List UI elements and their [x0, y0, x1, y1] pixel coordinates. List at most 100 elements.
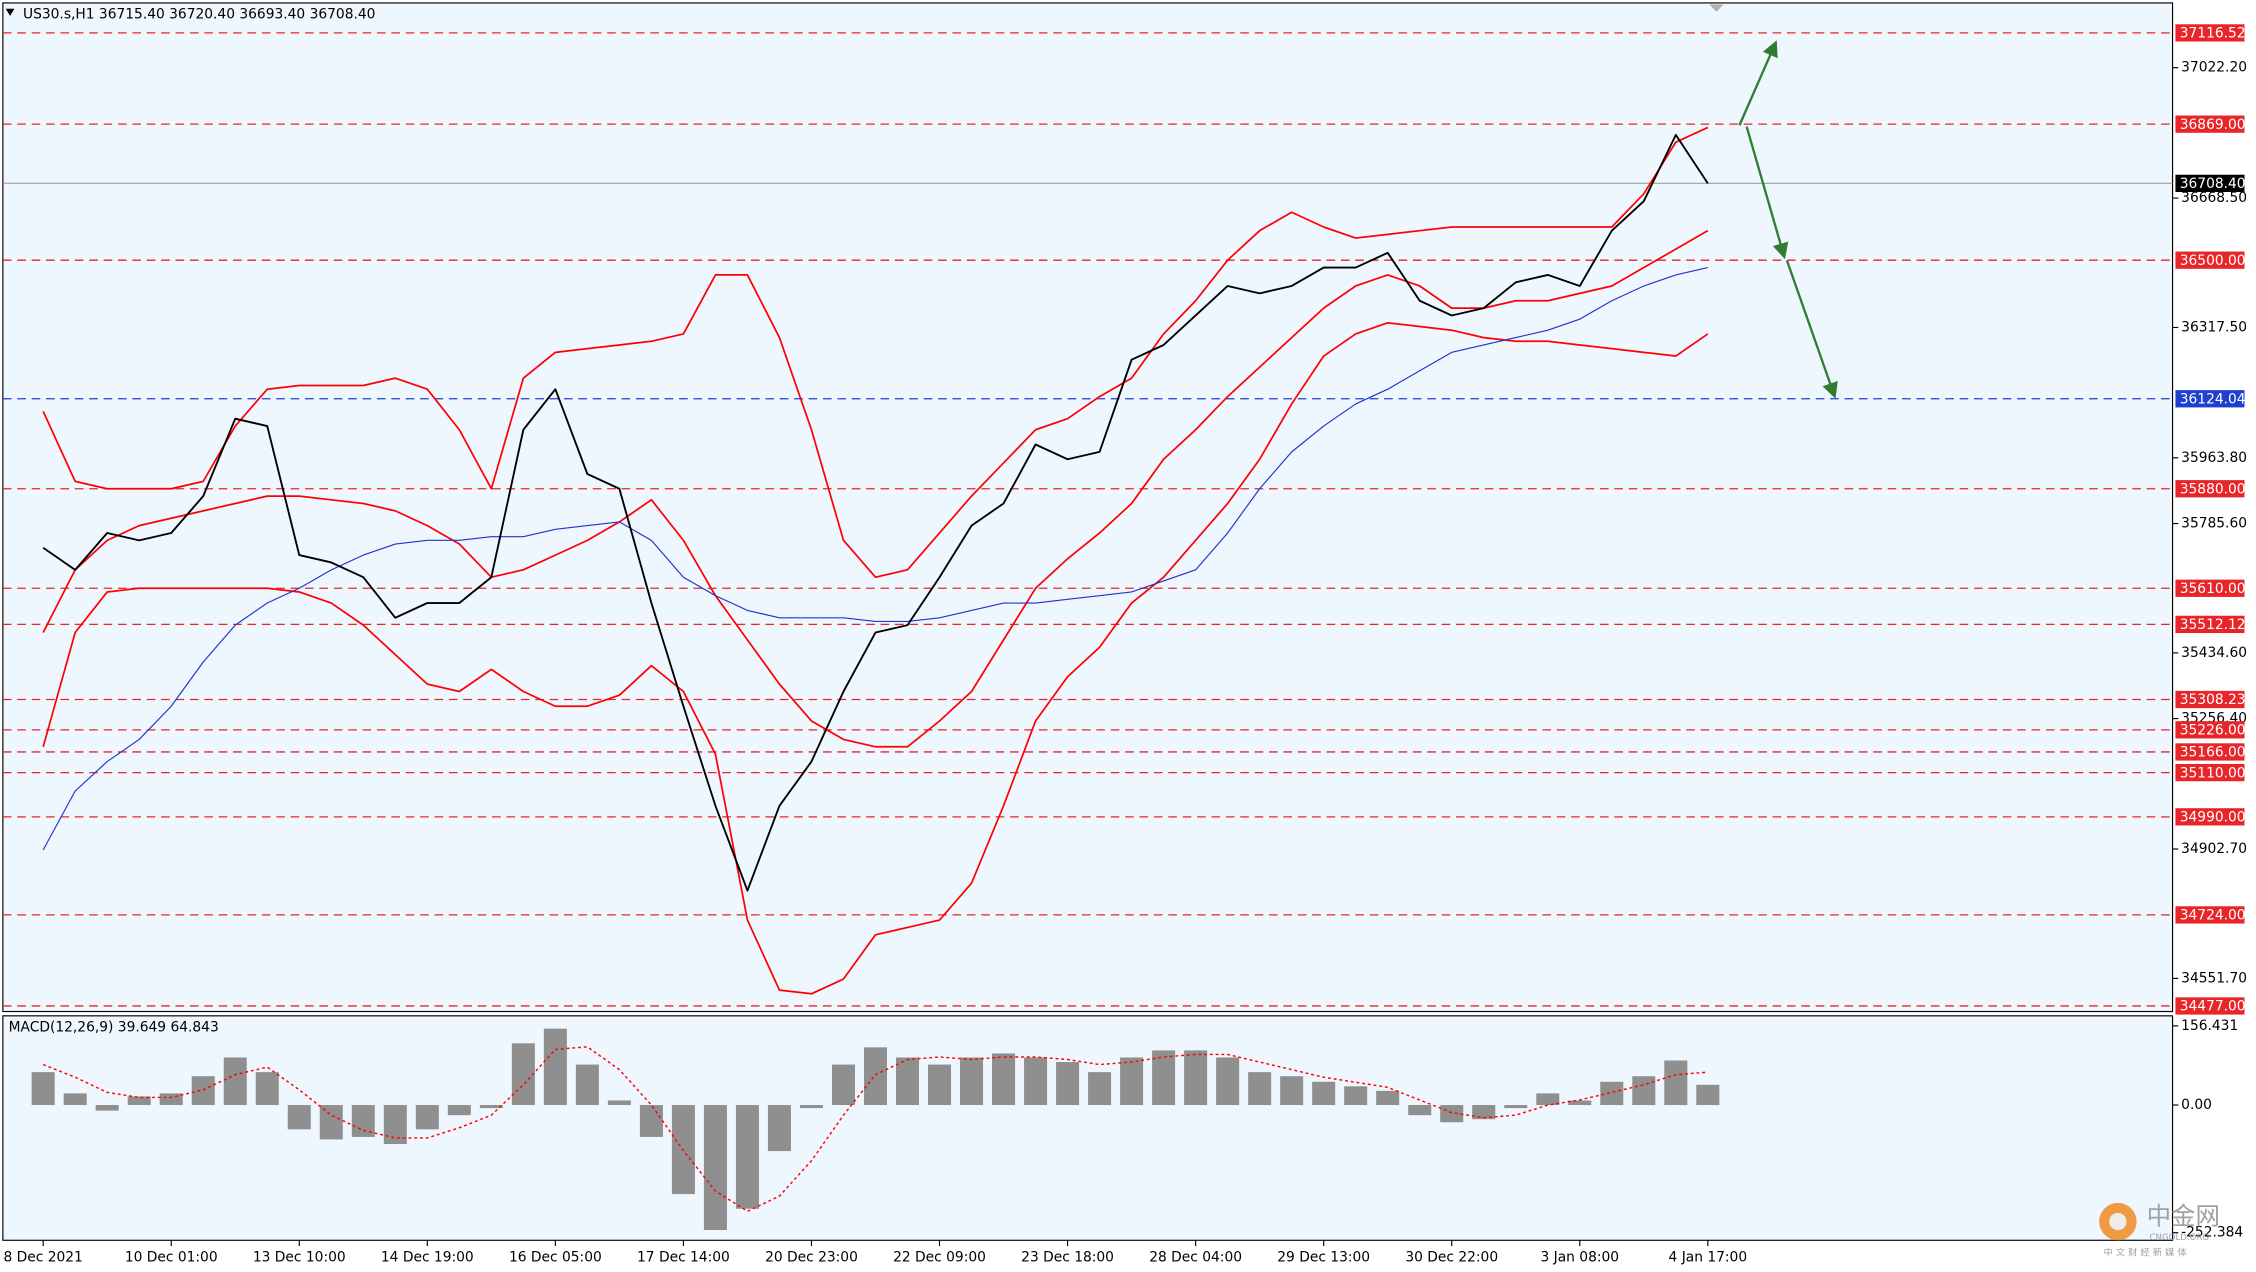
x-tick-label: 4 Jan 17:00 [1669, 1250, 1748, 1266]
level-label: 36869.00 [2180, 117, 2246, 133]
pivot-level-label-box [2175, 390, 2245, 408]
axes: 37022.20 36668.50 36317.50 35963.80 35785.60… [3, 24, 2247, 1266]
level-label-box [2175, 615, 2245, 633]
macd-bar [575, 1064, 599, 1106]
macd-bar [447, 1105, 471, 1116]
x-tick-label: 20 Dec 23:00 [765, 1250, 858, 1266]
level-label-box [2175, 24, 2245, 42]
macd-bar [127, 1096, 151, 1106]
macd-plot [31, 1028, 1720, 1231]
price-panel [2, 2, 2174, 1013]
macd-bar [543, 1028, 567, 1106]
macd-bar [1056, 1062, 1080, 1106]
y-tick-label: 35785.60 [2181, 516, 2247, 532]
level-label: 35226.00 [2180, 723, 2246, 739]
level-label-box [2175, 997, 2245, 1015]
y-tick-label: 36668.50 [2181, 190, 2247, 206]
series-line [42, 126, 1709, 579]
macd-bar [223, 1057, 247, 1106]
macd-bar [479, 1105, 503, 1109]
series-line [42, 133, 1709, 892]
x-tick-label: 8 Dec 2021 [3, 1250, 82, 1266]
macd-bar [1440, 1105, 1464, 1123]
macd-bar [928, 1064, 952, 1106]
macd-bar [255, 1072, 279, 1106]
watermark-name: 中金网 [2147, 1201, 2220, 1230]
level-label-box [2175, 251, 2245, 269]
macd-bar [1152, 1050, 1176, 1106]
level-label-box [2175, 743, 2245, 761]
series-line [42, 266, 1708, 851]
pivot-level-label: 36124.04 [2180, 391, 2246, 407]
macd-bar [1376, 1090, 1400, 1106]
macd-bar [159, 1093, 183, 1106]
level-label: 36500.00 [2180, 253, 2246, 269]
level-label-box [2175, 721, 2245, 739]
macd-bar [1568, 1100, 1592, 1106]
x-tick-label: 13 Dec 10:00 [253, 1250, 346, 1266]
arrow-up [1738, 40, 1778, 126]
macd-bar [1472, 1105, 1496, 1120]
x-tick-label: 10 Dec 01:00 [125, 1250, 218, 1266]
last-price-box [2175, 174, 2245, 192]
macd-bar [1536, 1093, 1560, 1106]
macd-bar [1248, 1072, 1272, 1106]
macd-bar [607, 1100, 631, 1106]
macd-bar [1408, 1105, 1432, 1116]
level-label: 35110.00 [2180, 765, 2246, 781]
level-label: 35880.00 [2180, 481, 2246, 497]
level-label-box [2175, 115, 2245, 133]
macd-bar [799, 1105, 823, 1109]
x-tick-label: 14 Dec 19:00 [381, 1250, 474, 1266]
macd-bar [511, 1043, 535, 1106]
level-label: 37116.52 [2180, 26, 2246, 42]
macd-bar [992, 1053, 1016, 1106]
y-tick-label: 37022.20 [2181, 60, 2247, 76]
macd-bar [191, 1076, 215, 1106]
y-tick-label: 35434.60 [2181, 645, 2247, 661]
macd-bar [1504, 1105, 1528, 1109]
y-tick-label: 34902.70 [2181, 841, 2247, 857]
macd-bar [1696, 1084, 1720, 1106]
level-label-box [2175, 906, 2245, 924]
x-tick-label: 22 Dec 09:00 [893, 1250, 986, 1266]
macd-bar [95, 1105, 119, 1111]
menu-triangle[interactable] [5, 8, 15, 16]
macd-bar [735, 1105, 759, 1209]
macd-bar [1120, 1057, 1144, 1106]
forecast-arrows [1738, 40, 1838, 399]
macd-bar [1216, 1057, 1240, 1106]
macd-bar [351, 1105, 375, 1137]
y-tick-label: 36317.50 [2181, 319, 2247, 335]
macd-bar [1184, 1050, 1208, 1106]
macd-bar [1664, 1060, 1688, 1106]
level-label-box [2175, 763, 2245, 782]
last-price-label: 36708.40 [2180, 176, 2246, 192]
macd-bar [1632, 1076, 1656, 1106]
arrow-down [1745, 126, 1789, 260]
level-label-box [2175, 579, 2245, 597]
watermark: 中金网 CNGOLD.ORG 中 文 财 经 新 媒 体 [2099, 1201, 2220, 1259]
level-label-box [2175, 808, 2245, 826]
series-line [42, 321, 1709, 995]
macd-bar [767, 1105, 791, 1152]
macd-bar [383, 1105, 407, 1144]
macd-bar [1088, 1072, 1112, 1106]
level-label: 34724.00 [2180, 908, 2246, 924]
level-label-box [2175, 690, 2245, 709]
macd-bar [703, 1105, 727, 1231]
price-plot [2, 32, 2173, 1007]
x-tick-label: 30 Dec 22:00 [1405, 1250, 1498, 1266]
macd-bar [960, 1057, 984, 1106]
macd-bar [1600, 1081, 1624, 1106]
series-line [42, 229, 1709, 748]
level-label: 35166.00 [2180, 745, 2246, 761]
level-label: 35308.23 [2180, 692, 2246, 708]
x-tick-label: 3 Jan 08:00 [1540, 1250, 1619, 1266]
watermark-logo [2109, 1212, 2127, 1231]
macd-bar [1280, 1076, 1304, 1106]
x-tick-label: 23 Dec 18:00 [1021, 1250, 1114, 1266]
macd-bar [1024, 1057, 1048, 1106]
